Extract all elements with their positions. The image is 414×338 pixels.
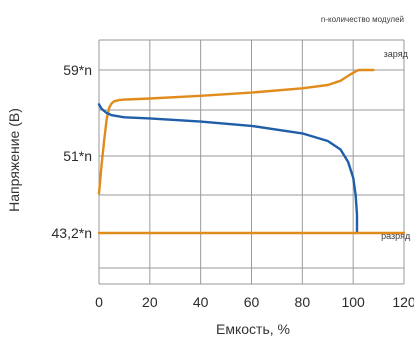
x-tick-label-3: 60 — [244, 294, 260, 310]
x-tick-label-4: 80 — [295, 294, 311, 310]
series-line-0 — [97, 68, 375, 195]
x-tick-labels: 0 20 40 60 80 100 120 — [95, 294, 414, 310]
series-labels: заряд разряд — [381, 49, 411, 241]
y-tick-label-2: 43,2*n — [52, 225, 92, 241]
y-tick-label-1: 51*n — [63, 148, 92, 164]
y-tick-label-0: 59*n — [63, 62, 92, 78]
series-label-1: разряд — [381, 231, 411, 241]
grid — [98, 39, 405, 285]
series-lines — [97, 68, 406, 235]
x-tick-label-2: 40 — [193, 294, 209, 310]
y-axis-label: Напряжение (В) — [6, 108, 22, 212]
x-tick-label-5: 100 — [341, 294, 365, 310]
x-tick-label-6: 120 — [392, 294, 414, 310]
x-tick-label-0: 0 — [95, 294, 103, 310]
chart-note: n-количество модулей — [321, 15, 404, 24]
series-label-0: заряд — [384, 49, 409, 59]
y-tick-labels: 59*n 51*n 43,2*n — [52, 62, 92, 241]
series-line-1 — [97, 103, 359, 235]
x-axis-label: Емкость, % — [216, 321, 290, 337]
x-tick-label-1: 20 — [142, 294, 158, 310]
